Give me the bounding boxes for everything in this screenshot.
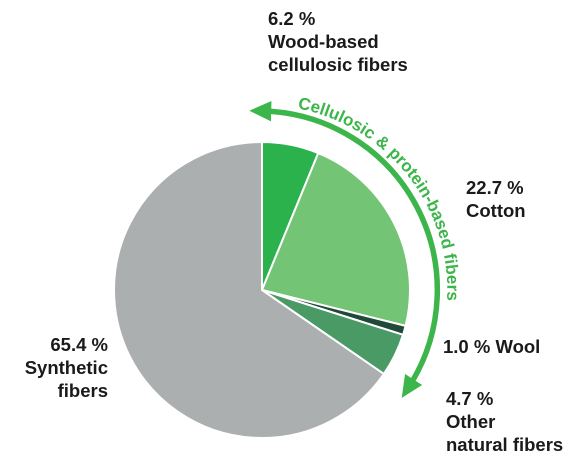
data-label-wool: 1.0 % Wool xyxy=(443,335,540,358)
cellulosic-protein-bracket-arrow xyxy=(249,101,440,398)
category-label-other-natural-line2: natural fibers xyxy=(446,434,564,455)
data-label-wood: 6.2 % Wood-based cellulosic fibers xyxy=(268,7,408,76)
value-label-wood: 6.2 % xyxy=(268,8,316,29)
value-label-cotton: 22.7 % xyxy=(466,177,524,198)
data-label-cotton: 22.7 % Cotton xyxy=(466,176,526,222)
category-label-synthetic-line2: fibers xyxy=(57,380,108,401)
data-label-other-natural: 4.7 % Other natural fibers xyxy=(446,387,563,456)
category-label-wood-line1: Wood-based xyxy=(268,31,379,52)
category-label-cotton: Cotton xyxy=(466,200,526,221)
category-label-wool: Wool xyxy=(495,336,541,357)
value-label-wool: 1.0 % xyxy=(443,336,491,357)
category-label-wood-line2: cellulosic fibers xyxy=(268,54,408,75)
pie-slices xyxy=(113,141,411,439)
category-label-synthetic-line1: Synthetic xyxy=(24,357,108,378)
value-label-other-natural: 4.7 % xyxy=(446,388,494,409)
data-label-synthetic: 65.4 % Synthetic fibers xyxy=(10,333,108,402)
value-label-synthetic: 65.4 % xyxy=(50,334,108,355)
category-label-other-natural-line1: Other xyxy=(446,411,496,432)
